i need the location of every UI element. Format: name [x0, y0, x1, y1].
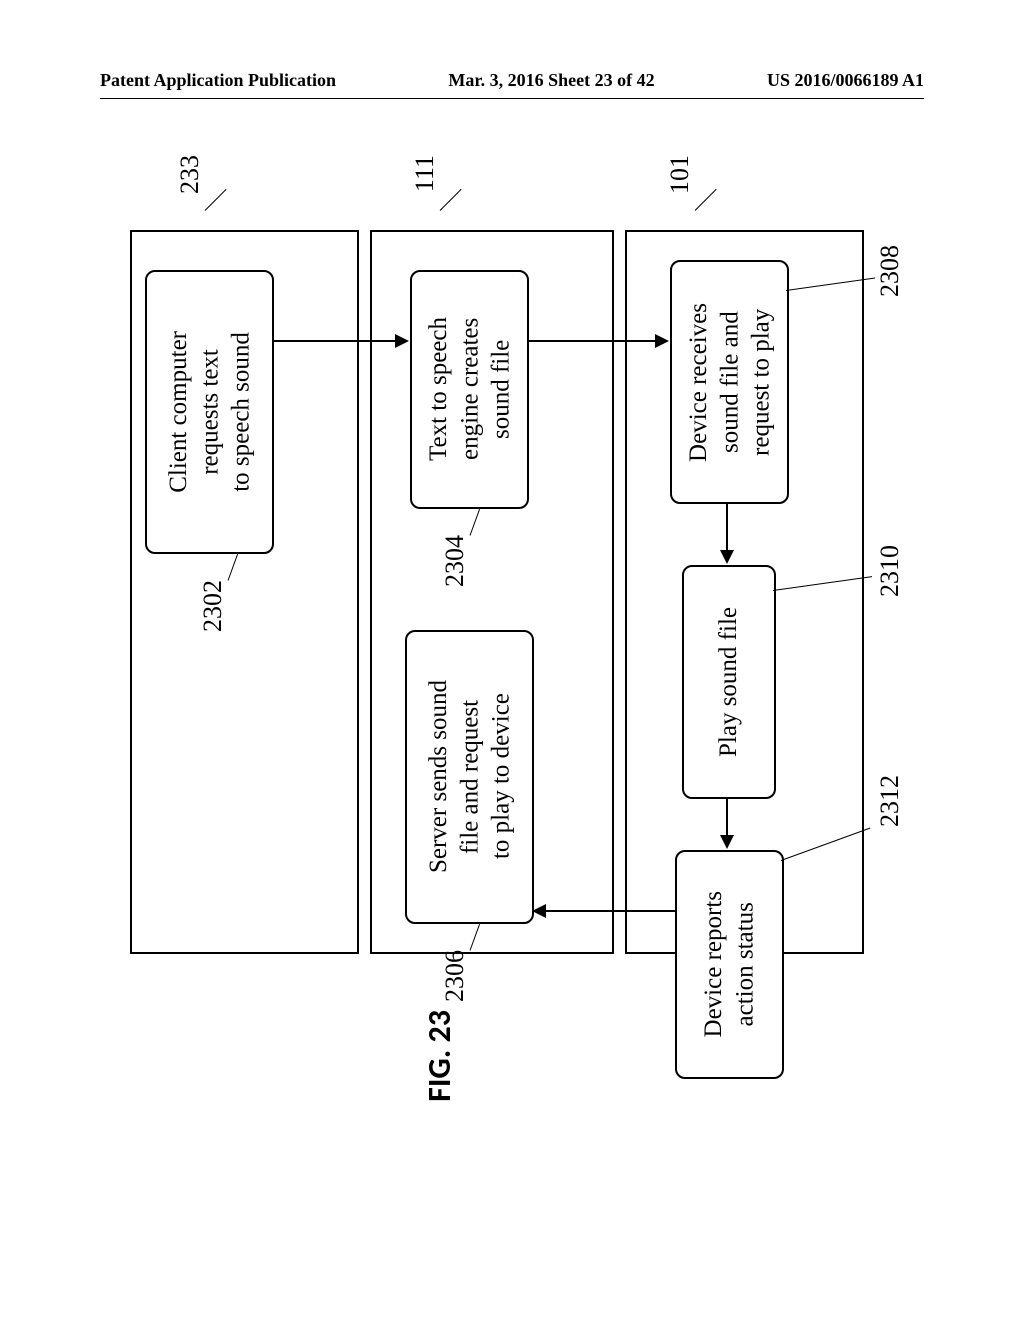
box-2308: Device receivessound file andrequest to … — [670, 260, 789, 504]
ref-2306: 2306 — [440, 950, 470, 1002]
arrow-2304-2308 — [528, 340, 658, 342]
box-2312-text: Device reportsaction status — [698, 891, 761, 1037]
box-2312: Device reportsaction status — [675, 850, 784, 1079]
header-center: Mar. 3, 2016 Sheet 23 of 42 — [448, 70, 654, 91]
ref-2304: 2304 — [440, 535, 470, 587]
swimlane-label-device: 101 — [665, 155, 695, 194]
flowchart: 233 111 101 Client computerrequests text… — [130, 160, 910, 1210]
arrow-2312-2306 — [545, 910, 675, 912]
ref-2310: 2310 — [875, 545, 905, 597]
box-2304-text: Text to speechengine createssound file — [423, 317, 517, 461]
ref-2308: 2308 — [875, 245, 905, 297]
swimlane-label-client: 233 — [175, 155, 205, 194]
page-header: Patent Application Publication Mar. 3, 2… — [0, 70, 1024, 91]
box-2310-text: Play sound file — [713, 607, 744, 757]
box-2306: Server sends soundfile and requestto pla… — [405, 630, 534, 924]
arrow-head-2310-2312 — [720, 835, 734, 849]
arrow-2310-2312 — [726, 798, 728, 838]
header-left: Patent Application Publication — [100, 70, 336, 91]
ref-2302: 2302 — [198, 580, 228, 632]
header-rule — [100, 98, 924, 99]
box-2308-text: Device receivessound file andrequest to … — [683, 303, 777, 462]
box-2302-text: Client computerrequests textto speech so… — [163, 331, 257, 493]
arrow-head-2308-2310 — [720, 550, 734, 564]
box-2304: Text to speechengine createssound file — [410, 270, 529, 509]
box-2306-text: Server sends soundfile and requestto pla… — [423, 680, 517, 873]
box-2310: Play sound file — [682, 565, 776, 799]
arrow-head-2312-2306 — [532, 904, 546, 918]
swimlane-tick-client — [205, 189, 227, 211]
arrow-head-2304-2308 — [655, 334, 669, 348]
arrow-2302-2304 — [273, 340, 398, 342]
swimlane-label-server: 111 — [410, 155, 440, 192]
arrow-head-2302-2304 — [395, 334, 409, 348]
arrow-2308-2310 — [726, 503, 728, 553]
figure-area: 233 111 101 Client computerrequests text… — [130, 160, 910, 1210]
ref-2312: 2312 — [875, 775, 905, 827]
swimlane-tick-server — [440, 189, 462, 211]
header-right: US 2016/0066189 A1 — [767, 70, 924, 91]
swimlane-tick-device — [695, 189, 717, 211]
box-2302: Client computerrequests textto speech so… — [145, 270, 274, 554]
figure-caption: FIG. 23 — [420, 1010, 459, 1102]
